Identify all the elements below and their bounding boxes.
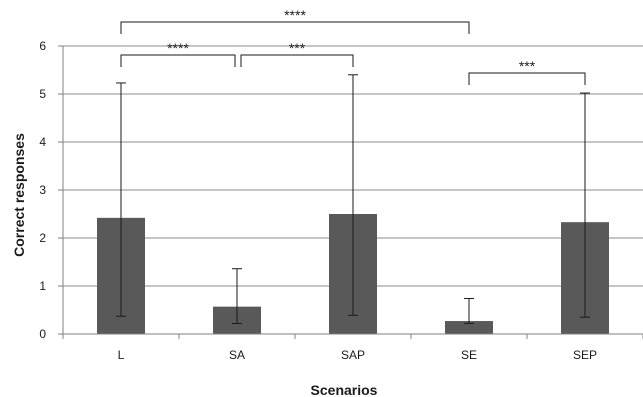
x-tick-label: SEP	[573, 348, 597, 362]
y-tick-label: 4	[39, 135, 46, 149]
significance-bracket	[120, 54, 236, 67]
y-axis-title: Correct responses	[11, 133, 27, 257]
error-bars	[116, 74, 590, 324]
y-tick-label: 1	[39, 279, 46, 293]
significance-label: ****	[167, 40, 189, 56]
y-tick-label: 5	[39, 87, 46, 101]
x-tick-label: SA	[229, 348, 245, 362]
significance-label: ****	[284, 7, 306, 23]
x-tick-label: SE	[461, 348, 477, 362]
y-tick-label: 2	[39, 231, 46, 245]
axes	[58, 45, 643, 339]
significance-bracket	[120, 21, 470, 34]
x-tick-labels: L SA SAP SE SEP	[118, 348, 597, 362]
significance-label: ***	[519, 58, 536, 74]
significance-bracket	[240, 54, 354, 67]
x-axis-title: Scenarios	[311, 382, 378, 397]
x-tick-label: L	[118, 348, 125, 362]
significance-label: ***	[289, 40, 306, 56]
y-tick-labels: 0 1 2 3 4 5 6	[39, 39, 46, 341]
y-tick-label: 0	[39, 327, 46, 341]
y-tick-label: 6	[39, 39, 46, 53]
bar-se	[445, 321, 493, 334]
y-tick-label: 3	[39, 183, 46, 197]
x-tick-label: SAP	[341, 348, 365, 362]
significance-brackets: ******** ******	[120, 7, 586, 85]
significance-bracket	[468, 72, 586, 85]
